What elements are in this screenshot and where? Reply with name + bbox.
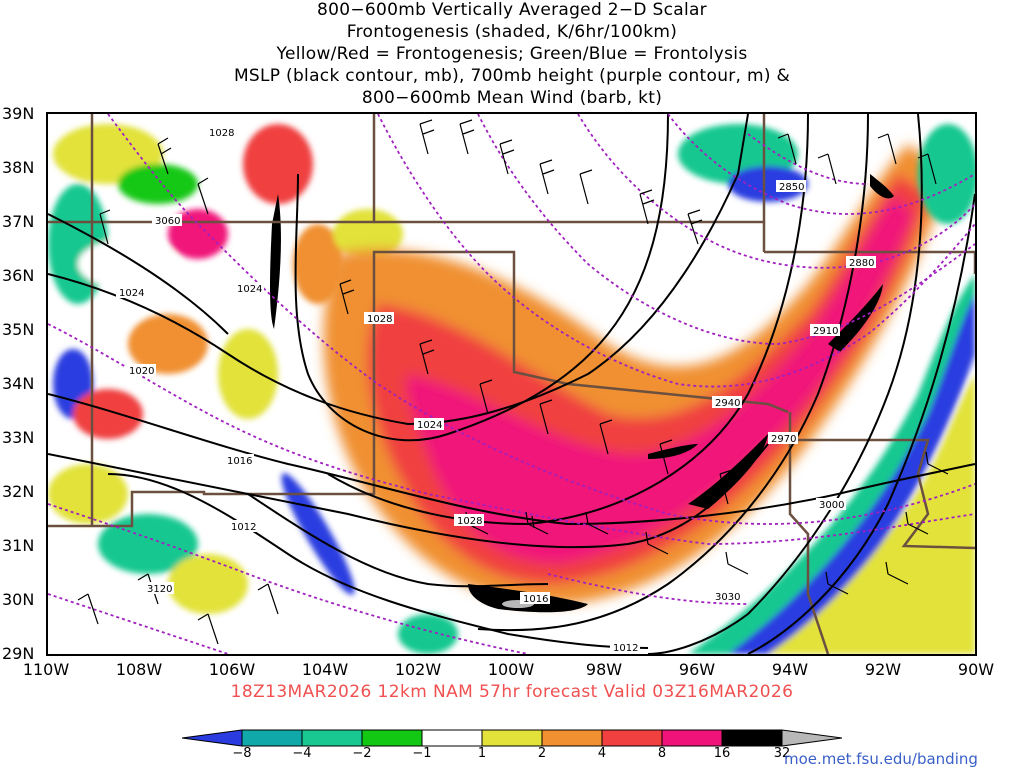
- lat-label: 37N: [2, 214, 42, 230]
- colorbar-swatch: [542, 730, 602, 746]
- title-line-4: MSLP (black contour, mb), 700mb height (…: [0, 66, 1024, 86]
- colorbar-label: −4: [282, 746, 322, 761]
- colorbar-swatch: [242, 730, 302, 746]
- height-label: 2850: [779, 182, 804, 193]
- height-label: 2880: [849, 258, 874, 269]
- mslp-label: 1016: [523, 594, 548, 605]
- colorbar-swatch: [362, 730, 422, 746]
- lon-label: 102W: [388, 662, 448, 678]
- mslp-label: 1028: [457, 516, 482, 527]
- colorbar-label: −2: [342, 746, 382, 761]
- colorbar-label: −1: [402, 746, 442, 761]
- lon-label: 104W: [295, 662, 355, 678]
- lat-label: 38N: [2, 160, 42, 176]
- lat-label: 35N: [2, 322, 42, 338]
- colorbar: [182, 728, 842, 752]
- title-line-1: 800−600mb Vertically Averaged 2−D Scalar: [0, 0, 1024, 20]
- colorbar-label: 4: [582, 746, 622, 761]
- lon-label: 100W: [481, 662, 541, 678]
- mslp-label: 1028: [209, 128, 234, 139]
- lon-label: 98W: [574, 662, 634, 678]
- lon-label: 92W: [853, 662, 913, 678]
- height-label: 3060: [155, 216, 180, 227]
- height-label: 3000: [819, 500, 844, 511]
- lon-label: 96W: [667, 662, 727, 678]
- mslp-label: 1020: [129, 366, 154, 377]
- mslp-label: 1028: [367, 314, 392, 325]
- credit-link[interactable]: moe.met.fsu.edu/banding: [784, 750, 978, 768]
- map-panel: 1028 3060 1024 1024 1028 1020 1024 1016 …: [46, 112, 977, 656]
- height-label: 2910: [813, 326, 838, 337]
- colorbar-swatch: [182, 730, 242, 746]
- height-label: 3030: [715, 592, 740, 603]
- height-label: 3120: [147, 584, 172, 595]
- lat-label: 32N: [2, 484, 42, 500]
- mslp-label: 1024: [119, 288, 144, 299]
- height-label: 2940: [715, 398, 740, 409]
- lon-label: 110W: [16, 662, 76, 678]
- lon-label: 108W: [109, 662, 169, 678]
- colorbar-swatch: [302, 730, 362, 746]
- title-line-5: 800−600mb Mean Wind (barb, kt): [0, 88, 1024, 108]
- run-info: 18Z13MAR2026 12km NAM 57hr forecast Vali…: [0, 682, 1024, 702]
- lon-label: 94W: [760, 662, 820, 678]
- frontogenesis-map: 1028 3060 1024 1024 1028 1020 1024 1016 …: [48, 114, 975, 654]
- title-line-2: Frontogenesis (shaded, K/6hr/100km): [0, 22, 1024, 42]
- colorbar-label: −8: [222, 746, 262, 761]
- lat-label: 30N: [2, 592, 42, 608]
- title-line-3: Yellow/Red = Frontogenesis; Green/Blue =…: [0, 44, 1024, 64]
- lat-label: 31N: [2, 538, 42, 554]
- colorbar-label: 2: [522, 746, 562, 761]
- colorbar-label: 8: [642, 746, 682, 761]
- mslp-label: 1024: [237, 284, 262, 295]
- lon-label: 106W: [202, 662, 262, 678]
- colorbar-swatch: [722, 730, 782, 746]
- mslp-label: 1016: [227, 456, 252, 467]
- lat-label: 39N: [2, 106, 42, 122]
- lat-label: 36N: [2, 268, 42, 284]
- colorbar-swatch: [782, 730, 842, 746]
- mslp-label: 1012: [613, 643, 638, 654]
- colorbar-swatch: [422, 730, 482, 746]
- colorbar-swatch: [602, 730, 662, 746]
- colorbar-swatch: [482, 730, 542, 746]
- mslp-label: 1012: [231, 522, 256, 533]
- colorbar-swatch: [662, 730, 722, 746]
- height-label: 2970: [771, 434, 796, 445]
- lat-label: 33N: [2, 430, 42, 446]
- colorbar-label: 16: [702, 746, 742, 761]
- mslp-label: 1024: [417, 420, 442, 431]
- colorbar-label: 1: [462, 746, 502, 761]
- lon-label: 90W: [946, 662, 1006, 678]
- lat-label: 34N: [2, 376, 42, 392]
